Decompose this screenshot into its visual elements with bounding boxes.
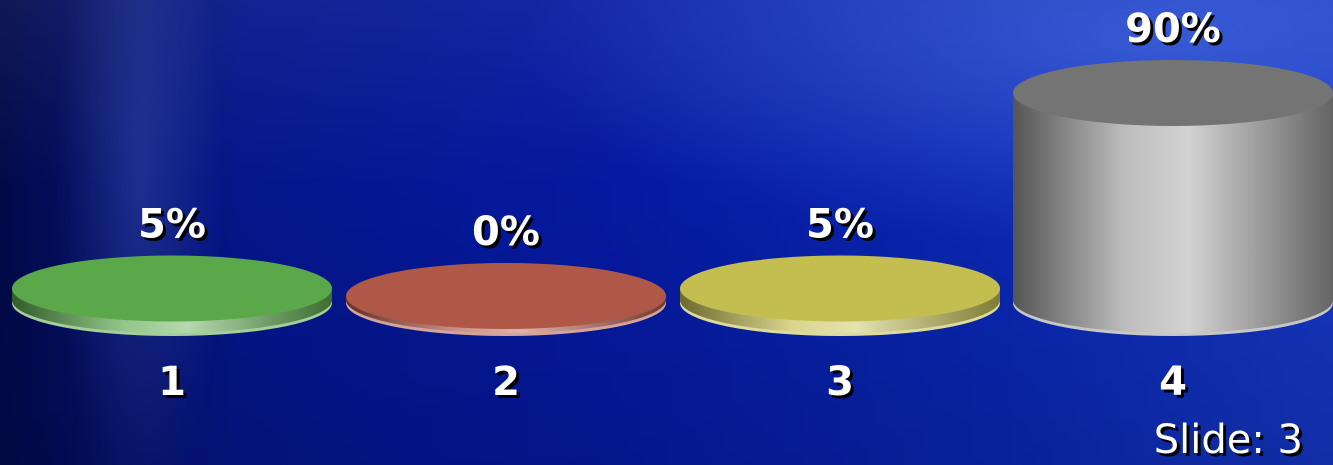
category-label-4: 4 <box>1159 359 1187 405</box>
bar-4 <box>1013 60 1333 336</box>
value-label-3-shadow: 5% <box>809 205 877 251</box>
category-label-4-shadow: 4 <box>1162 362 1190 408</box>
value-label-4: 90% <box>1125 6 1221 52</box>
value-label-1: 5% <box>138 202 206 248</box>
category-label-3-shadow: 3 <box>829 362 857 408</box>
value-label-2-shadow: 0% <box>475 212 543 258</box>
value-label-2: 0% <box>472 209 540 255</box>
category-label-1: 1 <box>158 359 186 405</box>
bar-3 <box>680 255 1000 336</box>
bar-1 <box>12 255 332 336</box>
value-label-3: 5% <box>806 202 874 248</box>
category-label-3: 3 <box>826 359 854 405</box>
category-label-2-shadow: 2 <box>495 362 523 408</box>
category-label-2: 2 <box>492 359 520 405</box>
value-label-4-shadow: 90% <box>1128 9 1224 55</box>
bar-2 <box>346 263 666 336</box>
value-label-1-shadow: 5% <box>141 205 209 251</box>
slide-number-label: Slide: 3 <box>1153 417 1303 463</box>
category-label-1-shadow: 1 <box>161 362 189 408</box>
